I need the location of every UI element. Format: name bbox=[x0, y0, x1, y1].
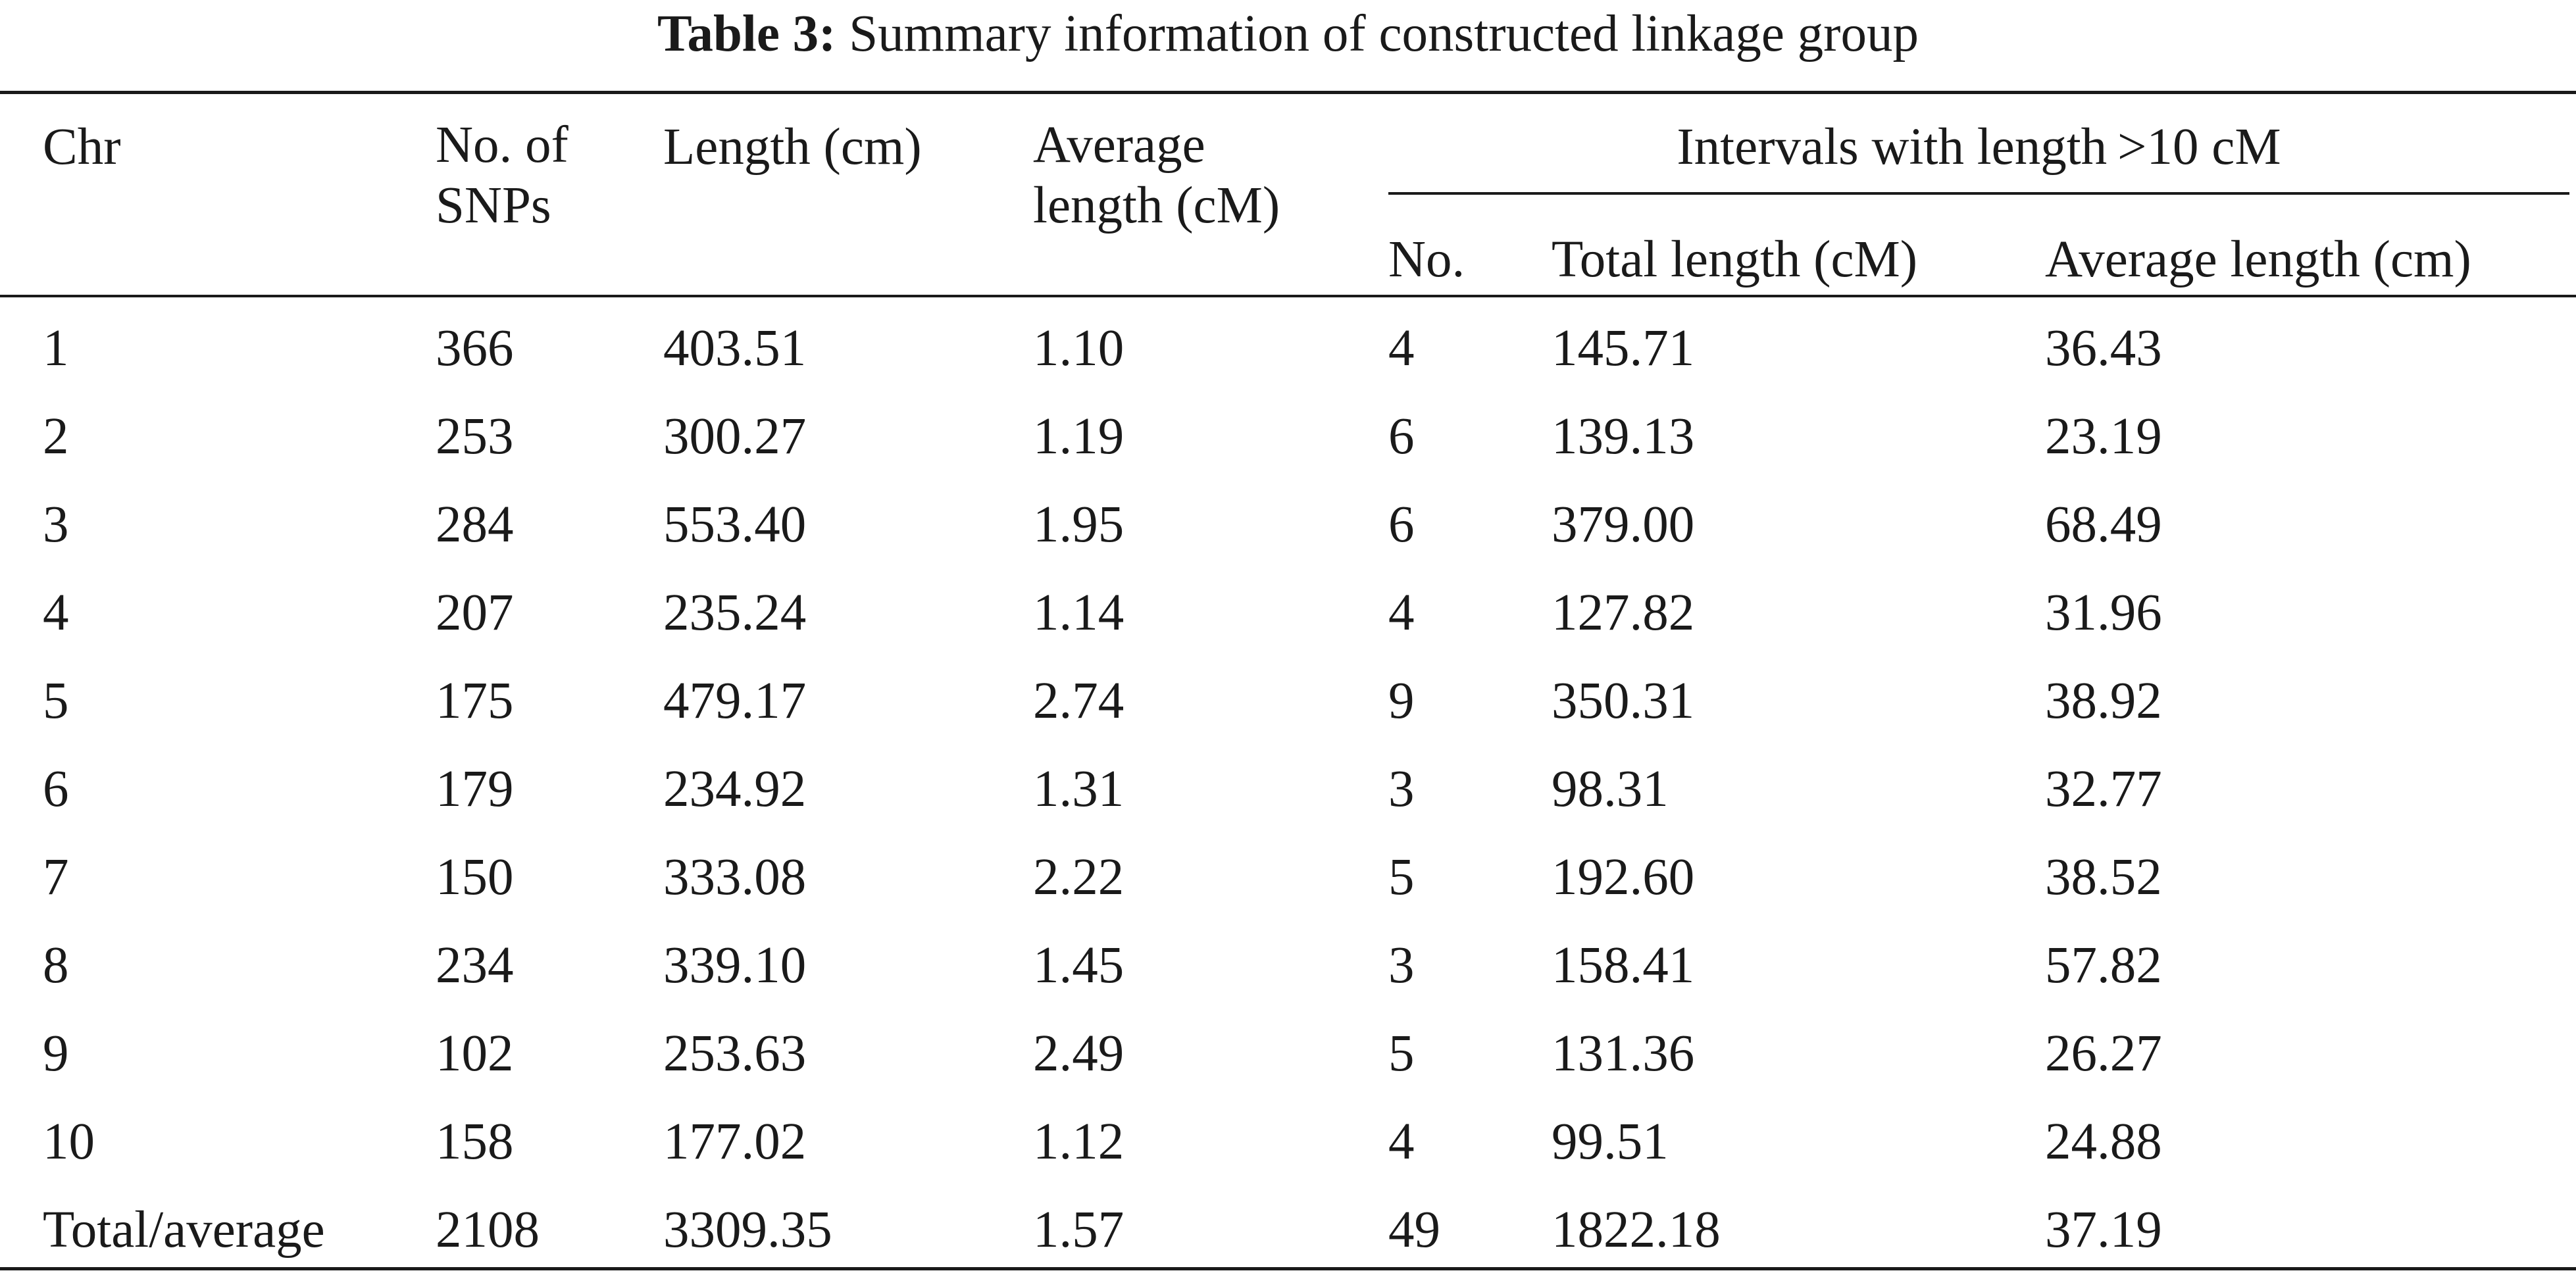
cell-interval-no: 9 bbox=[1388, 672, 1415, 730]
cell-average-length: 1.45 bbox=[1033, 937, 1124, 994]
cell-chr: 3 bbox=[43, 496, 69, 553]
cell-snps: 234 bbox=[436, 937, 514, 994]
table-caption: Table 3: Summary information of construc… bbox=[0, 1, 2576, 67]
top-rule bbox=[0, 91, 2576, 94]
header-snps: No. of SNPs bbox=[436, 116, 568, 234]
header-chr: Chr bbox=[43, 118, 121, 176]
cell-snps: 2108 bbox=[436, 1201, 540, 1259]
cell-interval-no: 4 bbox=[1388, 320, 1415, 377]
cell-length: 553.40 bbox=[663, 496, 807, 553]
cell-average-length: 1.19 bbox=[1033, 408, 1124, 465]
cell-average-length: 1.12 bbox=[1033, 1113, 1124, 1170]
cell-length: 177.02 bbox=[663, 1113, 807, 1170]
cell-length: 234.92 bbox=[663, 761, 807, 818]
cell-interval-total-length: 98.31 bbox=[1552, 761, 1669, 818]
cell-interval-average-length: 32.77 bbox=[2045, 761, 2162, 818]
cell-length: 403.51 bbox=[663, 320, 807, 377]
cell-average-length: 1.57 bbox=[1033, 1201, 1124, 1259]
cell-interval-total-length: 145.71 bbox=[1552, 320, 1695, 377]
cell-chr: 9 bbox=[43, 1025, 69, 1082]
cell-average-length: 2.22 bbox=[1033, 849, 1124, 906]
cell-chr: 7 bbox=[43, 849, 69, 906]
cell-snps: 158 bbox=[436, 1113, 514, 1170]
cell-snps: 175 bbox=[436, 672, 514, 730]
cell-interval-total-length: 127.82 bbox=[1552, 584, 1695, 641]
table-label: Table 3: bbox=[657, 5, 836, 63]
cell-interval-no: 5 bbox=[1388, 1025, 1415, 1082]
header-interval-total-length: Total length (cM) bbox=[1552, 231, 1918, 288]
cell-chr: 2 bbox=[43, 408, 69, 465]
cell-snps: 284 bbox=[436, 496, 514, 553]
header-interval-average-length: Average length (cm) bbox=[2045, 231, 2471, 288]
cell-length: 3309.35 bbox=[663, 1201, 832, 1259]
cell-length: 235.24 bbox=[663, 584, 807, 641]
cell-interval-total-length: 131.36 bbox=[1552, 1025, 1695, 1082]
cell-interval-average-length: 38.52 bbox=[2045, 849, 2162, 906]
cell-snps: 179 bbox=[436, 761, 514, 818]
cell-length: 253.63 bbox=[663, 1025, 807, 1082]
header-interval-no: No. bbox=[1388, 231, 1465, 288]
cell-interval-average-length: 57.82 bbox=[2045, 937, 2162, 994]
group-subrule bbox=[1388, 192, 2569, 195]
cell-interval-no: 5 bbox=[1388, 849, 1415, 906]
cell-average-length: 2.49 bbox=[1033, 1025, 1124, 1082]
cell-interval-total-length: 350.31 bbox=[1552, 672, 1695, 730]
cell-snps: 102 bbox=[436, 1025, 514, 1082]
cell-interval-no: 6 bbox=[1388, 408, 1415, 465]
cell-average-length: 2.74 bbox=[1033, 672, 1124, 730]
cell-interval-average-length: 68.49 bbox=[2045, 496, 2162, 553]
cell-length: 333.08 bbox=[663, 849, 807, 906]
cell-interval-no: 49 bbox=[1388, 1201, 1440, 1259]
cell-length: 479.17 bbox=[663, 672, 807, 730]
cell-chr: Total/average bbox=[43, 1201, 325, 1259]
cell-interval-average-length: 36.43 bbox=[2045, 320, 2162, 377]
cell-length: 300.27 bbox=[663, 408, 807, 465]
cell-average-length: 1.14 bbox=[1033, 584, 1124, 641]
cell-chr: 1 bbox=[43, 320, 69, 377]
cell-interval-average-length: 23.19 bbox=[2045, 408, 2162, 465]
cell-chr: 6 bbox=[43, 761, 69, 818]
cell-chr: 4 bbox=[43, 584, 69, 641]
cell-average-length: 1.10 bbox=[1033, 320, 1124, 377]
cell-length: 339.10 bbox=[663, 937, 807, 994]
cell-chr: 10 bbox=[43, 1113, 95, 1170]
cell-interval-total-length: 379.00 bbox=[1552, 496, 1695, 553]
cell-interval-total-length: 139.13 bbox=[1552, 408, 1695, 465]
cell-interval-no: 6 bbox=[1388, 496, 1415, 553]
cell-chr: 5 bbox=[43, 672, 69, 730]
cell-interval-average-length: 37.19 bbox=[2045, 1201, 2162, 1259]
cell-interval-average-length: 24.88 bbox=[2045, 1113, 2162, 1170]
header-length: Length (cm) bbox=[663, 118, 922, 176]
cell-interval-average-length: 26.27 bbox=[2045, 1025, 2162, 1082]
cell-average-length: 1.31 bbox=[1033, 761, 1124, 818]
bottom-rule bbox=[0, 1267, 2576, 1270]
header-interval-group: Intervals with length >10 cM bbox=[1677, 118, 2281, 176]
cell-interval-total-length: 99.51 bbox=[1552, 1113, 1669, 1170]
header-rule bbox=[0, 295, 2576, 297]
cell-interval-total-length: 192.60 bbox=[1552, 849, 1695, 906]
cell-interval-no: 3 bbox=[1388, 937, 1415, 994]
cell-interval-no: 4 bbox=[1388, 584, 1415, 641]
cell-interval-total-length: 1822.18 bbox=[1552, 1201, 1721, 1259]
cell-snps: 207 bbox=[436, 584, 514, 641]
cell-snps: 150 bbox=[436, 849, 514, 906]
table-title: Summary information of constructed linka… bbox=[849, 5, 1919, 63]
cell-interval-average-length: 31.96 bbox=[2045, 584, 2162, 641]
header-average-length: Average length (cM) bbox=[1033, 116, 1280, 234]
cell-average-length: 1.95 bbox=[1033, 496, 1124, 553]
cell-interval-average-length: 38.92 bbox=[2045, 672, 2162, 730]
cell-snps: 253 bbox=[436, 408, 514, 465]
cell-interval-total-length: 158.41 bbox=[1552, 937, 1695, 994]
cell-interval-no: 4 bbox=[1388, 1113, 1415, 1170]
cell-snps: 366 bbox=[436, 320, 514, 377]
cell-chr: 8 bbox=[43, 937, 69, 994]
cell-interval-no: 3 bbox=[1388, 761, 1415, 818]
